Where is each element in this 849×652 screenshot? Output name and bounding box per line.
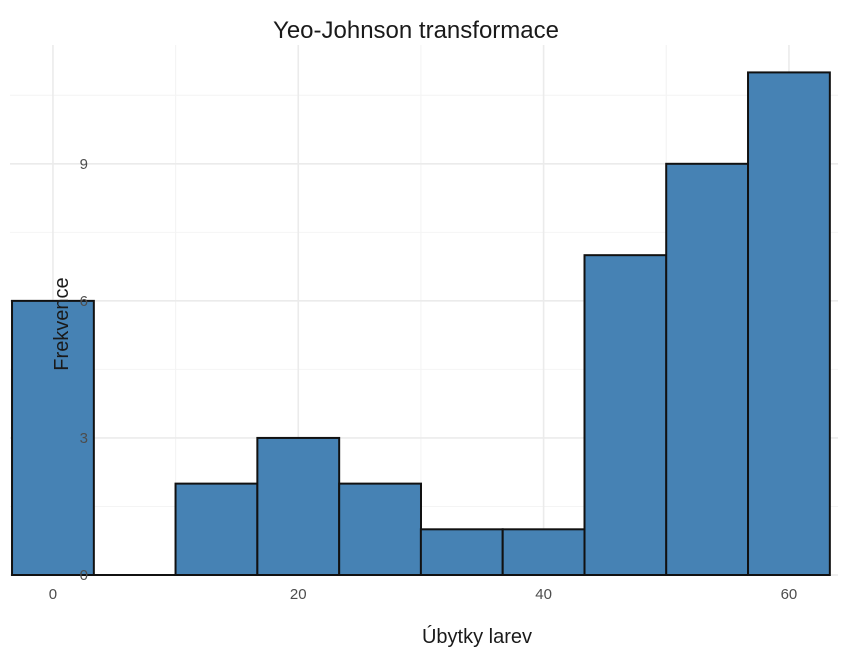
chart-title: Yeo-Johnson transformace xyxy=(273,17,559,44)
x-axis-title: Úbytky larev xyxy=(422,625,532,648)
y-axis-title: Frekvence xyxy=(51,277,73,370)
y-tick-label: 0 xyxy=(80,567,88,584)
histogram-bar xyxy=(11,299,95,576)
histogram-bar xyxy=(174,482,259,577)
y-tick-label: 3 xyxy=(80,430,88,447)
histogram-bar xyxy=(501,528,586,577)
tick-labels: 0 20 40 60 0 3 6 9 xyxy=(49,156,798,603)
histogram-bar xyxy=(665,162,750,577)
x-tick-label: 0 xyxy=(49,586,57,603)
x-tick-label: 40 xyxy=(535,586,552,603)
y-tick-label: 9 xyxy=(80,156,88,173)
x-tick-label: 60 xyxy=(781,586,798,603)
bars xyxy=(11,71,831,577)
histogram-bar xyxy=(256,436,341,576)
y-tick-label: 6 xyxy=(80,293,88,310)
histogram-bar xyxy=(338,482,422,577)
x-tick-label: 20 xyxy=(290,586,307,603)
histogram-bar xyxy=(747,71,831,577)
histogram-bar xyxy=(583,254,668,576)
histogram-bar xyxy=(419,528,504,577)
